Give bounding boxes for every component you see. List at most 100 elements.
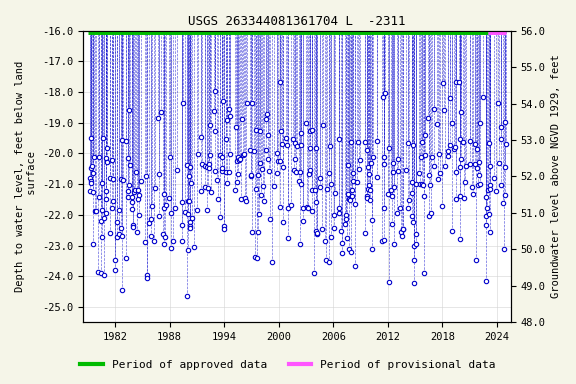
Point: [186, 225, 195, 231]
Point: [132, 229, 142, 235]
Point: [365, 187, 374, 193]
Point: [499, 199, 508, 205]
Point: [452, 196, 461, 202]
Point: [494, 160, 503, 166]
Point: [270, 183, 279, 189]
Point: [111, 257, 120, 263]
Point: [434, 151, 444, 157]
Point: [166, 210, 176, 216]
Point: [256, 192, 266, 199]
Point: [321, 257, 330, 263]
Point: [409, 219, 418, 225]
Point: [202, 164, 211, 170]
Point: [411, 240, 420, 247]
Point: [272, 170, 281, 176]
Point: [407, 213, 416, 219]
Point: [248, 229, 257, 235]
Point: [478, 94, 487, 100]
Point: [97, 180, 107, 186]
Point: [122, 138, 131, 144]
Point: [100, 214, 109, 220]
Point: [349, 178, 358, 184]
Point: [373, 138, 382, 144]
Point: [210, 88, 219, 94]
Point: [344, 195, 353, 202]
Point: [242, 100, 252, 106]
Point: [232, 158, 241, 164]
Point: [210, 168, 219, 174]
Point: [223, 180, 232, 187]
Point: [200, 163, 209, 169]
Point: [347, 187, 357, 193]
Point: [312, 199, 321, 205]
Point: [420, 132, 429, 139]
Point: [323, 186, 332, 192]
Point: [276, 128, 286, 134]
Point: [387, 192, 396, 199]
Point: [293, 143, 302, 149]
Point: [388, 169, 397, 175]
Point: [105, 174, 114, 180]
Point: [238, 152, 248, 158]
Point: [418, 139, 427, 146]
Point: [282, 136, 291, 142]
Point: [215, 214, 224, 220]
Point: [457, 156, 466, 162]
Point: [481, 194, 490, 200]
Point: [354, 166, 363, 172]
Point: [418, 181, 427, 187]
Point: [302, 204, 311, 210]
Point: [86, 177, 96, 184]
Point: [474, 159, 483, 165]
Point: [499, 246, 509, 252]
Point: [384, 191, 393, 197]
Point: [448, 228, 457, 234]
Point: [241, 195, 250, 202]
Point: [309, 270, 319, 276]
Point: [447, 119, 456, 126]
Point: [278, 164, 287, 170]
Point: [101, 196, 111, 202]
Point: [455, 164, 464, 170]
Point: [313, 230, 322, 236]
Point: [225, 113, 234, 119]
Point: [238, 116, 247, 122]
Point: [101, 188, 111, 194]
Point: [123, 194, 132, 200]
Point: [89, 240, 98, 247]
Point: [350, 263, 359, 270]
Point: [461, 179, 470, 185]
Point: [341, 212, 350, 218]
Point: [312, 228, 321, 234]
Point: [468, 191, 478, 197]
Point: [473, 182, 483, 188]
Point: [89, 154, 98, 160]
Point: [86, 180, 96, 186]
Point: [154, 115, 163, 121]
Point: [178, 222, 187, 228]
Point: [124, 182, 133, 188]
Point: [303, 205, 312, 211]
Point: [184, 198, 193, 204]
Point: [159, 241, 168, 247]
Point: [126, 162, 135, 168]
Point: [233, 179, 242, 185]
Point: [252, 255, 261, 261]
Point: [397, 233, 406, 239]
Point: [492, 188, 501, 194]
Point: [438, 203, 447, 209]
Point: [438, 80, 447, 86]
Point: [99, 272, 108, 278]
Point: [89, 189, 98, 195]
Point: [398, 226, 407, 232]
Point: [380, 205, 389, 211]
Y-axis label: Groundwater level above NGVD 1929, feet: Groundwater level above NGVD 1929, feet: [551, 55, 561, 298]
Point: [171, 205, 180, 212]
Point: [465, 161, 475, 167]
Point: [350, 201, 359, 207]
Point: [218, 154, 227, 160]
Point: [385, 145, 394, 151]
Point: [286, 202, 295, 208]
Point: [380, 161, 389, 167]
Point: [275, 158, 284, 164]
